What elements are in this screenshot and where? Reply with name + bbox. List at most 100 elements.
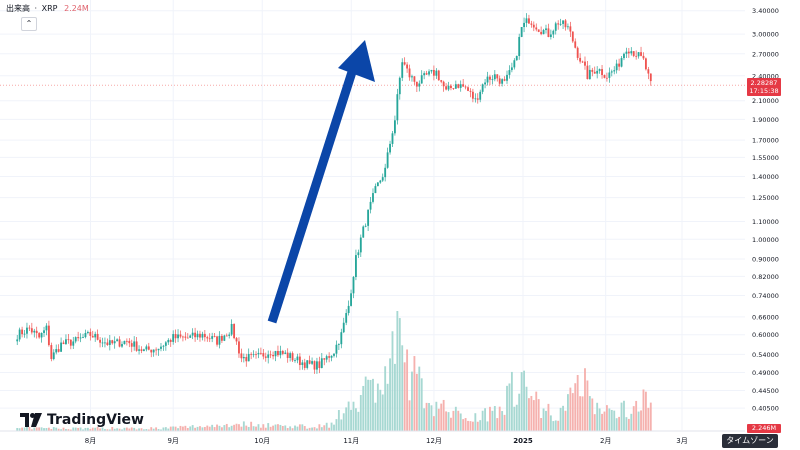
volume-bar bbox=[240, 426, 243, 431]
candle-body bbox=[67, 339, 70, 341]
candle-body bbox=[128, 340, 131, 344]
candle-body bbox=[272, 354, 275, 357]
candle-body bbox=[43, 330, 45, 333]
candle-body bbox=[284, 352, 287, 354]
volume-bar bbox=[186, 427, 189, 431]
volume-bar bbox=[598, 408, 601, 431]
candle-body bbox=[552, 30, 555, 35]
collapse-chevron-up-icon[interactable]: ⌃ bbox=[21, 17, 37, 31]
candle-body bbox=[186, 337, 189, 339]
candle-body bbox=[545, 28, 547, 31]
volume-bar bbox=[220, 427, 223, 431]
volume-bar bbox=[247, 426, 250, 431]
candle-body bbox=[367, 209, 370, 226]
volume-bar bbox=[359, 395, 362, 431]
volume-bar bbox=[333, 424, 335, 431]
volume-bar bbox=[174, 426, 177, 431]
volume-bar bbox=[567, 394, 569, 431]
candle-body bbox=[296, 356, 299, 361]
volume-bar bbox=[177, 428, 179, 431]
volume-bar bbox=[77, 427, 80, 431]
volume-bar bbox=[649, 402, 652, 431]
volume-bar bbox=[401, 345, 404, 431]
candle-body bbox=[150, 349, 153, 353]
volume-bar bbox=[172, 426, 175, 431]
candle-body bbox=[342, 322, 345, 333]
volume-bar bbox=[325, 422, 328, 431]
candle-body bbox=[91, 335, 94, 338]
candle-body bbox=[596, 70, 599, 74]
candle-body bbox=[523, 22, 525, 28]
candle-body bbox=[26, 327, 28, 334]
volume-bar bbox=[213, 427, 216, 431]
volume-bar bbox=[72, 427, 75, 431]
candle-body bbox=[384, 167, 387, 178]
volume-bar bbox=[503, 414, 506, 431]
volume-bar bbox=[281, 425, 284, 431]
candle-body bbox=[459, 84, 462, 88]
candle-body bbox=[515, 55, 518, 61]
candle-body bbox=[199, 333, 201, 338]
volume-bar bbox=[155, 427, 158, 431]
candle-body bbox=[391, 133, 394, 144]
volume-bar bbox=[489, 406, 491, 431]
volume-bar bbox=[298, 424, 301, 431]
candle-body bbox=[286, 352, 289, 358]
volume-bar bbox=[94, 427, 97, 431]
candle-body bbox=[89, 331, 92, 336]
candle-body bbox=[644, 58, 647, 70]
volume-bar bbox=[391, 331, 394, 431]
volume-bar bbox=[21, 427, 24, 431]
candle-body bbox=[518, 36, 521, 56]
volume-bar bbox=[316, 428, 318, 431]
volume-bar bbox=[608, 408, 611, 431]
candle-body bbox=[530, 23, 533, 25]
volume-bar bbox=[82, 429, 84, 431]
candle-body bbox=[542, 30, 545, 35]
candle-body bbox=[413, 76, 416, 82]
volume-bar bbox=[211, 424, 214, 431]
candle-body bbox=[496, 74, 499, 79]
candle-body bbox=[84, 332, 87, 338]
candle-body bbox=[301, 362, 304, 366]
volume-bar bbox=[552, 421, 555, 431]
candle-body bbox=[106, 342, 109, 345]
x-tick-label: 2025 bbox=[513, 437, 533, 445]
volume-bar bbox=[191, 425, 194, 431]
candle-body bbox=[547, 28, 550, 38]
volume-bar bbox=[291, 428, 294, 431]
candle-body bbox=[430, 69, 433, 72]
volume-bar bbox=[47, 427, 50, 431]
volume-bar bbox=[250, 421, 253, 431]
candle-body bbox=[279, 350, 282, 356]
volume-bar bbox=[620, 402, 623, 431]
volume-bar bbox=[430, 405, 433, 431]
candle-body bbox=[291, 353, 294, 361]
candle-body bbox=[184, 336, 187, 338]
candle-body bbox=[306, 360, 309, 368]
volume-bar bbox=[413, 356, 416, 431]
volume-bar bbox=[152, 428, 155, 431]
volume-bar bbox=[586, 380, 589, 431]
candle-body bbox=[240, 353, 243, 359]
volume-bar bbox=[389, 358, 391, 431]
volume-bar bbox=[398, 318, 401, 431]
candle-body bbox=[57, 349, 60, 352]
volume-bar bbox=[615, 418, 618, 431]
candle-body bbox=[362, 226, 365, 238]
candle-body bbox=[640, 52, 642, 56]
timezone-button[interactable]: タイムゾーン bbox=[722, 434, 778, 448]
volume-bar bbox=[150, 427, 153, 431]
y-tick-label: 0.40500 bbox=[752, 405, 779, 413]
candle-body bbox=[605, 77, 608, 79]
candle-body bbox=[45, 325, 48, 331]
candle-body bbox=[47, 325, 50, 346]
candle-body bbox=[471, 91, 474, 99]
candle-body bbox=[437, 70, 440, 81]
y-tick-label: 0.66000 bbox=[752, 313, 779, 321]
volume-bar bbox=[116, 428, 119, 431]
candle-body bbox=[647, 69, 650, 74]
volume-bar bbox=[267, 423, 270, 431]
candle-body bbox=[308, 360, 311, 364]
